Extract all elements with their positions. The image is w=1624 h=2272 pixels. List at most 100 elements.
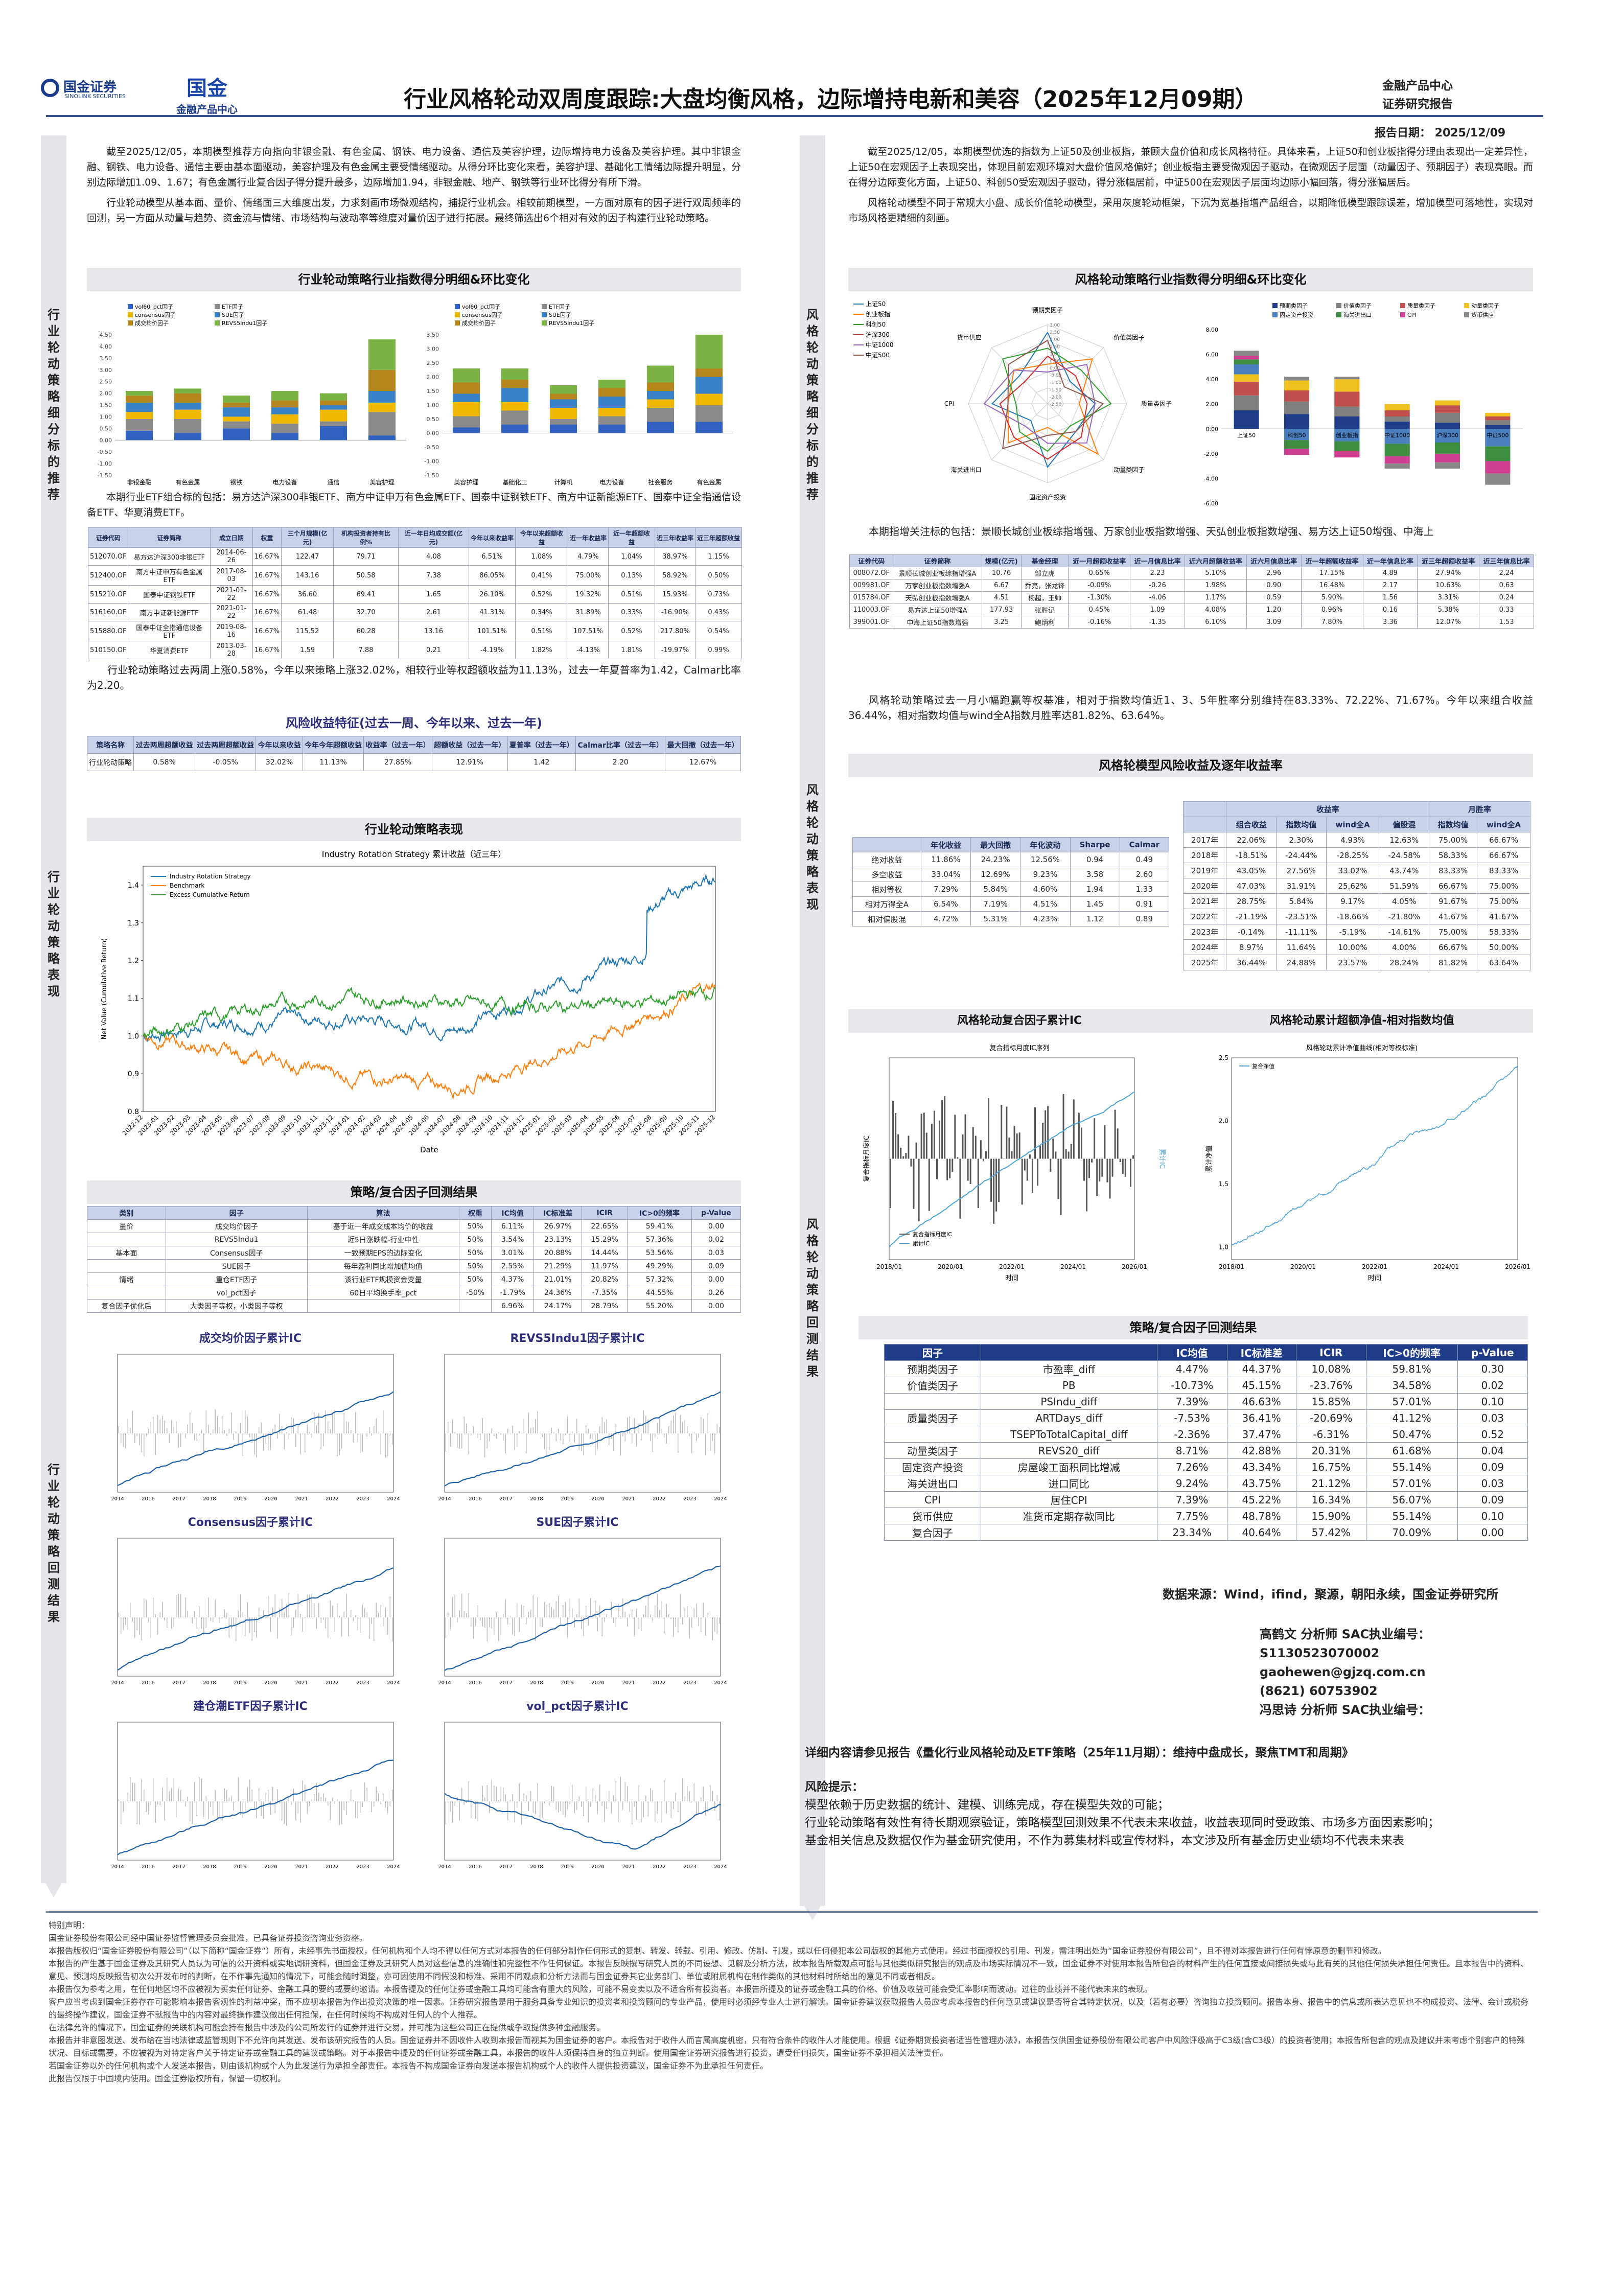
bar-segment (1234, 410, 1259, 429)
series-line-0 (143, 873, 716, 1043)
rail-m3 (800, 1007, 825, 1906)
ic-bar (1052, 1138, 1054, 1159)
legend-label: 中证500 (866, 351, 890, 359)
table-cell: 7.19% (970, 896, 1021, 912)
table-cell: -0.26 (1130, 579, 1185, 592)
bar-segment (452, 382, 480, 394)
ic-bar (1119, 1158, 1121, 1162)
rail-label-m2: 风格轮动策略表现 (806, 783, 819, 912)
table-cell: 易方达上证50增强A (893, 604, 982, 616)
table-cell: 12.63% (1379, 832, 1430, 848)
x-tick: 2016 (469, 1680, 481, 1686)
left-factor-title: 策略/复合因子回测结果 (87, 1180, 741, 1204)
legend-swatch (542, 304, 547, 309)
ic-bar (1129, 1158, 1131, 1187)
y-tick: 4.00 (1206, 376, 1219, 383)
table-cell: 5.84% (1276, 893, 1327, 909)
x-tick: 电力设备 (272, 479, 297, 485)
table-cell: 复合因子优化后 (87, 1299, 166, 1313)
x-tick: 2014 (438, 1680, 451, 1686)
table-cell: 9.23% (1020, 867, 1071, 882)
bar-segment (1485, 446, 1511, 461)
x-tick: 2016 (142, 1680, 154, 1686)
table-cell: 2.30% (1276, 832, 1327, 848)
table-cell: 31.91% (1276, 878, 1327, 894)
report-title: 行业风格轮动双周度跟踪:大盘均衡风格，边际增持电新和美容（2025年12月09期… (404, 86, 1258, 112)
bar-segment (174, 419, 202, 433)
ic-bar (990, 1158, 992, 1202)
style-factor-table: 因子 IC均值 IC标准差 ICIR IC>0的频率 p-Value 预期类因子 市盈率_di… (884, 1344, 1528, 1541)
table-cell: -1.35 (1130, 616, 1185, 629)
table-cell: 69.41 (333, 585, 399, 604)
table-cell: 0.73% (694, 585, 743, 604)
legend-label: 上证50 (866, 300, 886, 308)
y-tick: 2.50 (427, 360, 439, 366)
bar-segment (598, 397, 626, 408)
chart-inner-title: 复合指标月度IC序列 (990, 1044, 1050, 1052)
y2-axis-label: 累计IC (1158, 1149, 1166, 1169)
y-tick: -2.00 (1204, 451, 1218, 457)
table-header: 今年今年超额收益 (302, 736, 364, 754)
bar-segment (1434, 453, 1460, 462)
table-cell: 15.90% (1295, 1508, 1366, 1524)
bar-segment (1434, 423, 1460, 429)
x-tick: 2024/01 (1060, 1263, 1086, 1270)
table-cell: 4.05% (1379, 893, 1430, 909)
ic-bar (1003, 1158, 1005, 1160)
x-tick: 2019 (234, 1864, 246, 1870)
radar-tick: 2.50 (1050, 330, 1060, 335)
y-tick: 1.50 (427, 388, 439, 395)
table-cell: 9.17% (1326, 893, 1380, 909)
table-header: 偏股混 (1379, 817, 1430, 832)
table-cell (307, 1299, 460, 1313)
table-cell: 75.00% (1429, 832, 1478, 848)
table-cell: 107.51% (567, 621, 609, 641)
table-cell: 一致预期EPS的边际变化 (307, 1246, 460, 1260)
table-cell: 20.31% (1295, 1442, 1366, 1459)
ic-bar (993, 1158, 995, 1224)
table-cell: 价值类因子 (884, 1377, 981, 1394)
y-axis-label: Net Value (Cumulative Return) (101, 938, 108, 1039)
bar-segment (125, 419, 153, 431)
table-cell: 20.88% (533, 1246, 583, 1260)
table-cell: 009981.OF (849, 579, 894, 592)
table-cell: 59.81% (1365, 1360, 1458, 1377)
legend-swatch (1336, 303, 1341, 308)
bar-segment (271, 407, 299, 414)
x-tick: 2023 (356, 1680, 369, 1686)
bar-segment (368, 391, 396, 403)
legend-label: vol60_pct因子 (135, 304, 173, 310)
table-cell: 乔亮，张龙锋 (1020, 579, 1069, 592)
x-tick: 基础化工 (502, 479, 527, 485)
ic-bar (1068, 1151, 1070, 1159)
table-cell: 3.01% (491, 1246, 535, 1260)
etf-intro: 本期行业ETF组合标的包括：易方达沪深300非银ETF、南方中证申万有色金属ET… (87, 492, 741, 518)
legend-swatch (1272, 312, 1278, 317)
table-cell: -0.14% (1226, 924, 1277, 940)
table-cell: 基于近一年成交成本均价的收益 (307, 1219, 460, 1233)
table-cell: 4.37% (491, 1272, 535, 1286)
ic-bar (1039, 1145, 1041, 1159)
table-cell: 4.08% (1184, 604, 1247, 616)
table-cell: 42.88% (1226, 1442, 1296, 1459)
table-cell: 房屋竣工面积同比增减 (980, 1458, 1157, 1475)
table-row: 动量类因子 REVS20_diff 8.71% 42.88% 20.31% 61.68% 0… (884, 1442, 1528, 1459)
table-cell: -50% (458, 1286, 492, 1300)
radar-axis-label: CPI (944, 400, 954, 407)
table-header: 权重 (458, 1206, 492, 1220)
bar-segment (1384, 456, 1410, 464)
radar-series (1002, 347, 1112, 452)
table-row: 基本面 Consensus因子 一致预期EPS的边际变化 50% 3.01% 20.88%… (87, 1246, 741, 1260)
table-cell: 7.39% (1156, 1393, 1227, 1410)
x-tick: 2018/01 (876, 1263, 902, 1270)
legend-label: 成交均价因子 (135, 319, 169, 327)
table-cell: -21.19% (1226, 909, 1277, 924)
table-cell: 质量类因子 (884, 1409, 981, 1426)
ic-bar (949, 1158, 951, 1178)
ic-bar (1132, 1155, 1134, 1159)
bar-segment (1284, 429, 1310, 441)
table-cell: 17.15% (1301, 567, 1363, 579)
table-cell: 6.10% (1184, 616, 1247, 629)
